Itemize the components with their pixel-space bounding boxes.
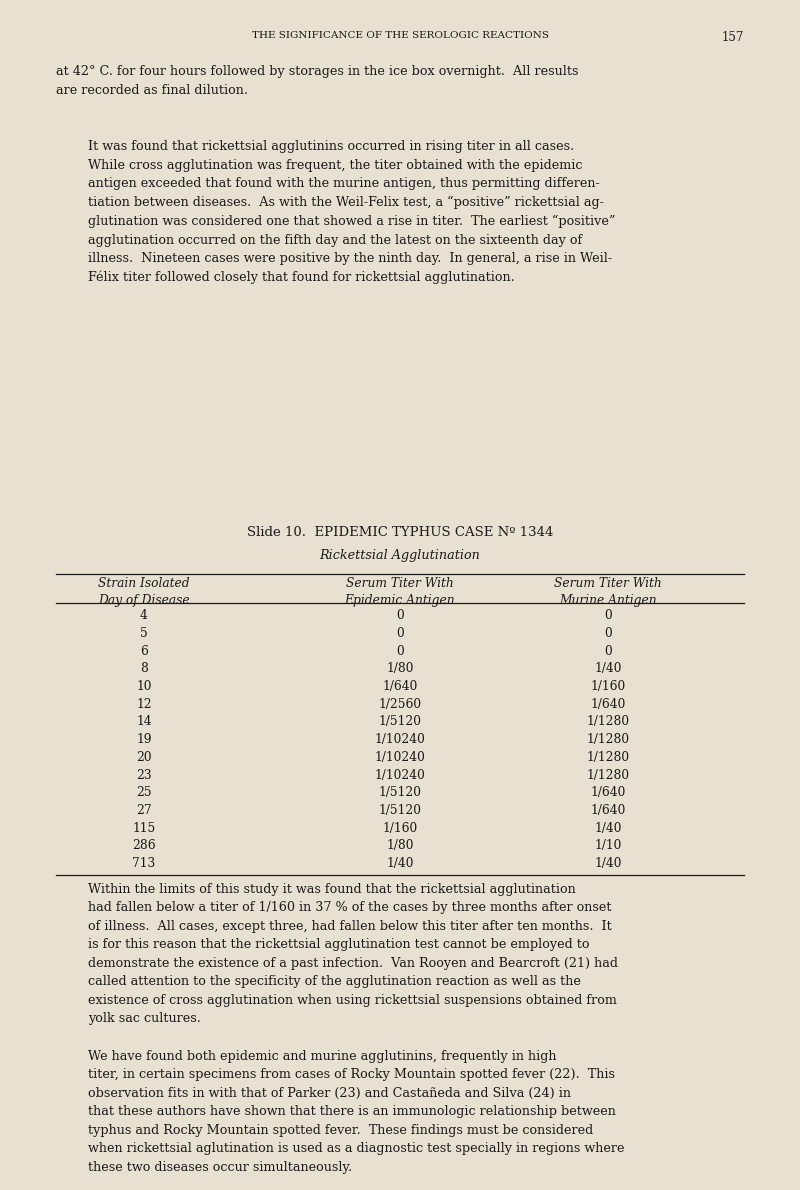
Text: 713: 713: [132, 857, 156, 870]
Text: 5: 5: [140, 627, 148, 640]
Text: 1/40: 1/40: [594, 663, 622, 676]
Text: 1/640: 1/640: [590, 787, 626, 800]
Text: 14: 14: [136, 715, 152, 728]
Text: 1/10240: 1/10240: [374, 751, 426, 764]
Text: 19: 19: [136, 733, 152, 746]
Text: 12: 12: [136, 697, 152, 710]
Text: 286: 286: [132, 839, 156, 852]
Text: 0: 0: [396, 609, 404, 622]
Text: 1/5120: 1/5120: [378, 787, 422, 800]
Text: 0: 0: [604, 609, 612, 622]
Text: 1/160: 1/160: [382, 821, 418, 834]
Text: 6: 6: [140, 645, 148, 658]
Text: 1/5120: 1/5120: [378, 804, 422, 816]
Text: 1/40: 1/40: [594, 857, 622, 870]
Text: 1/160: 1/160: [590, 679, 626, 693]
Text: 1/1280: 1/1280: [586, 751, 630, 764]
Text: 1/1280: 1/1280: [586, 769, 630, 782]
Text: 1/640: 1/640: [590, 697, 626, 710]
Text: at 42° C. for four hours followed by storages in the ice box overnight.  All res: at 42° C. for four hours followed by sto…: [56, 65, 578, 96]
Text: 8: 8: [140, 663, 148, 676]
Text: 0: 0: [396, 645, 404, 658]
Text: We have found both epidemic and murine agglutinins, frequently in high
titer, in: We have found both epidemic and murine a…: [88, 1050, 625, 1173]
Text: Within the limits of this study it was found that the rickettsial agglutination
: Within the limits of this study it was f…: [88, 883, 618, 1026]
Text: Strain Isolated: Strain Isolated: [98, 577, 190, 590]
Text: 1/80: 1/80: [386, 663, 414, 676]
Text: Epidemic Antigen: Epidemic Antigen: [345, 594, 455, 607]
Text: 25: 25: [136, 787, 152, 800]
Text: 0: 0: [604, 645, 612, 658]
Text: 20: 20: [136, 751, 152, 764]
Text: THE SIGNIFICANCE OF THE SEROLOGIC REACTIONS: THE SIGNIFICANCE OF THE SEROLOGIC REACTI…: [251, 31, 549, 40]
Text: 0: 0: [604, 627, 612, 640]
Text: Serum Titer With: Serum Titer With: [346, 577, 454, 590]
Text: 1/80: 1/80: [386, 839, 414, 852]
Text: 4: 4: [140, 609, 148, 622]
Text: It was found that rickettsial agglutinins occurred in rising titer in all cases.: It was found that rickettsial agglutinin…: [88, 140, 615, 284]
Text: Rickettsial Agglutination: Rickettsial Agglutination: [319, 549, 481, 562]
Text: 1/10: 1/10: [594, 839, 622, 852]
Text: 157: 157: [722, 31, 744, 44]
Text: 1/640: 1/640: [382, 679, 418, 693]
Text: 1/1280: 1/1280: [586, 733, 630, 746]
Text: 10: 10: [136, 679, 152, 693]
Text: 1/10240: 1/10240: [374, 733, 426, 746]
Text: Murine Antigen: Murine Antigen: [559, 594, 657, 607]
Text: 1/2560: 1/2560: [378, 697, 422, 710]
Text: Slide 10.  EPIDEMIC TYPHUS CASE Nº 1344: Slide 10. EPIDEMIC TYPHUS CASE Nº 1344: [247, 526, 553, 539]
Text: Day of Disease: Day of Disease: [98, 594, 190, 607]
Text: 0: 0: [396, 627, 404, 640]
Text: 1/40: 1/40: [386, 857, 414, 870]
Text: 1/1280: 1/1280: [586, 715, 630, 728]
Text: 115: 115: [132, 821, 156, 834]
Text: 1/40: 1/40: [594, 821, 622, 834]
Text: 1/640: 1/640: [590, 804, 626, 816]
Text: 27: 27: [136, 804, 152, 816]
Text: 23: 23: [136, 769, 152, 782]
Text: Serum Titer With: Serum Titer With: [554, 577, 662, 590]
Text: 1/5120: 1/5120: [378, 715, 422, 728]
Text: 1/10240: 1/10240: [374, 769, 426, 782]
